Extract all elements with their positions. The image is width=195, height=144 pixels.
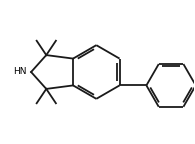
Text: HN: HN [13, 68, 27, 76]
